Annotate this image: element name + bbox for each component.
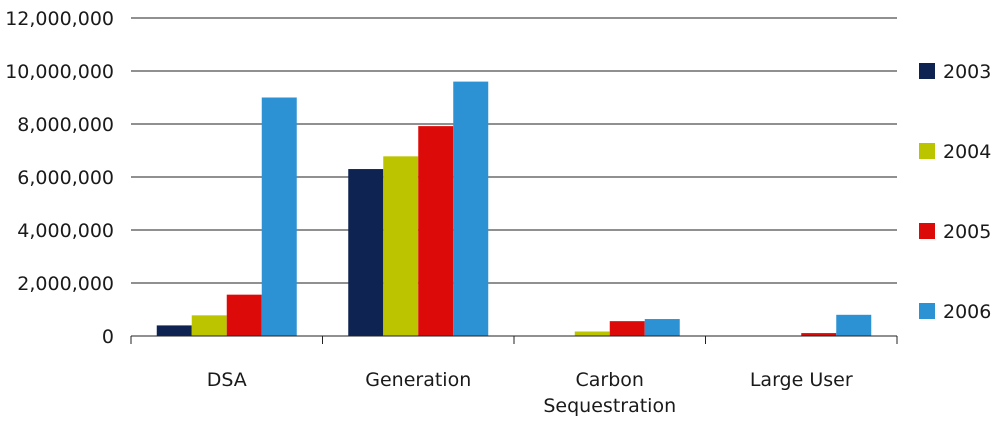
bar-2006 xyxy=(453,81,489,336)
x-category-label: Carbon Sequestration xyxy=(543,369,676,417)
legend-swatch-2006 xyxy=(919,303,935,319)
x-category-label: Generation xyxy=(365,369,471,391)
y-tick-label: 8,000,000 xyxy=(17,114,114,136)
bar-2005 xyxy=(801,333,837,336)
bar-2004 xyxy=(191,315,227,336)
bar-2005 xyxy=(226,294,262,336)
x-category-label: DSA xyxy=(207,369,247,391)
bar-2006 xyxy=(644,319,680,336)
y-tick-label: 0 xyxy=(102,326,114,348)
legend-swatch-2004 xyxy=(919,143,935,159)
legend-swatch-2003 xyxy=(919,63,935,79)
bar-2006 xyxy=(261,97,297,336)
bar-2006 xyxy=(836,314,872,336)
legend-label-2004: 2004 xyxy=(943,141,991,163)
bar-2003 xyxy=(156,325,192,336)
legend-label-2005: 2005 xyxy=(943,221,991,243)
bar-2003 xyxy=(348,169,384,336)
y-tick-label: 12,000,000 xyxy=(5,8,114,30)
y-tick-label: 10,000,000 xyxy=(5,61,114,83)
y-tick-label: 2,000,000 xyxy=(17,273,114,295)
y-tick-label: 4,000,000 xyxy=(17,220,114,242)
legend-label-2006: 2006 xyxy=(943,301,991,323)
bar-2004 xyxy=(574,331,610,336)
legend-label-2003: 2003 xyxy=(943,61,991,83)
y-tick-label: 6,000,000 xyxy=(17,167,114,189)
bar-2004 xyxy=(383,156,419,336)
bar-2005 xyxy=(418,126,454,337)
legend-swatch-2005 xyxy=(919,223,935,239)
x-category-label: Large User xyxy=(750,369,853,391)
bar-2005 xyxy=(609,321,645,336)
